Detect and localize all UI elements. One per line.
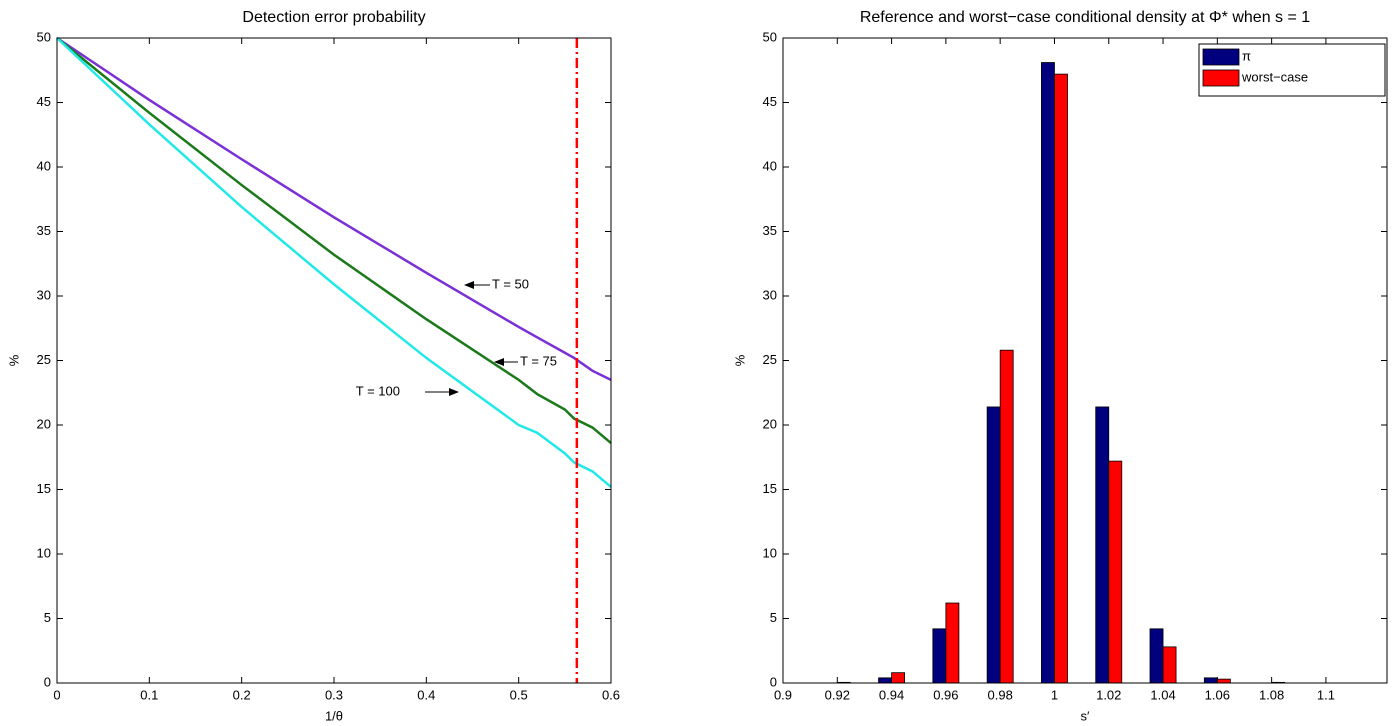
x-tick-label: 0.96 [933,687,958,702]
x-tick-label: 0 [53,687,60,702]
y-tick-label: 40 [763,158,777,173]
bar [932,628,947,684]
x-tick-label: 0.92 [825,687,850,702]
legend-label: worst−case [1241,69,1308,84]
x-tick-label: 0.4 [417,687,435,702]
y-tick-label: 15 [37,481,51,496]
y-tick-label: 25 [763,352,777,367]
y-tick-label: 45 [763,94,777,109]
legend-swatch [1202,48,1240,66]
y-tick-label: 25 [37,352,51,367]
y-tick-label: 35 [37,223,51,238]
x-axis-label: 1/θ [325,708,343,723]
line [56,36,612,381]
legend-label: π [1242,48,1251,63]
y-tick-label: 5 [770,610,777,625]
y-tick-label: 5 [44,610,51,625]
bar [1041,62,1055,684]
y-tick-label: 40 [37,158,51,173]
annotation: T = 75 [520,353,557,368]
y-axis-label: % [6,354,21,366]
x-tick-label: 1 [1051,687,1058,702]
bar [1149,628,1164,684]
y-tick-label: 50 [763,29,777,44]
chart-title: Detection error probability [242,9,425,26]
bar [891,672,906,684]
y-tick-label: 45 [37,94,51,109]
y-tick-label: 30 [763,287,777,302]
x-tick-label: 1.08 [1259,687,1284,702]
y-axis-label: % [732,354,747,366]
y-tick-label: 35 [763,223,777,238]
chart-title: Reference and worst−case conditional den… [860,9,1310,26]
legend-swatch [1202,69,1240,87]
bar [1095,406,1110,684]
y-tick-label: 30 [37,287,51,302]
bar [999,349,1014,684]
bar [1203,677,1218,684]
x-tick-label: 0.98 [988,687,1013,702]
bar [1054,73,1068,684]
line [56,37,612,445]
y-tick-label: 15 [763,481,777,496]
x-axis-label: s′ [1081,708,1091,723]
x-tick-label: 0.9 [774,687,792,702]
y-tick-label: 0 [44,674,51,689]
annotation: T = 50 [492,276,529,291]
bar [1216,678,1231,684]
x-tick-label: 0.5 [510,687,528,702]
y-tick-label: 10 [763,545,777,560]
axes-frame [782,37,1388,684]
x-tick-label: 0.94 [879,687,904,702]
y-tick-label: 20 [763,416,777,431]
x-tick-label: 0.1 [140,687,158,702]
x-tick-label: 1.04 [1150,687,1175,702]
x-tick-label: 0.6 [602,687,620,702]
y-tick-label: 20 [37,416,51,431]
y-tick-label: 0 [770,674,777,689]
x-tick-label: 1.06 [1205,687,1230,702]
line [56,37,612,488]
y-tick-label: 50 [37,29,51,44]
y-tick-label: 10 [37,545,51,560]
bar [945,602,960,684]
x-tick-label: 0.3 [325,687,343,702]
axes-frame [56,37,612,684]
x-tick-label: 1.1 [1317,687,1335,702]
x-tick-label: 0.2 [233,687,251,702]
bar [986,406,1001,684]
bar [1108,460,1123,684]
bar [878,677,892,684]
bar [1162,646,1177,684]
annotation: T = 100 [356,383,400,398]
x-tick-label: 1.02 [1096,687,1121,702]
